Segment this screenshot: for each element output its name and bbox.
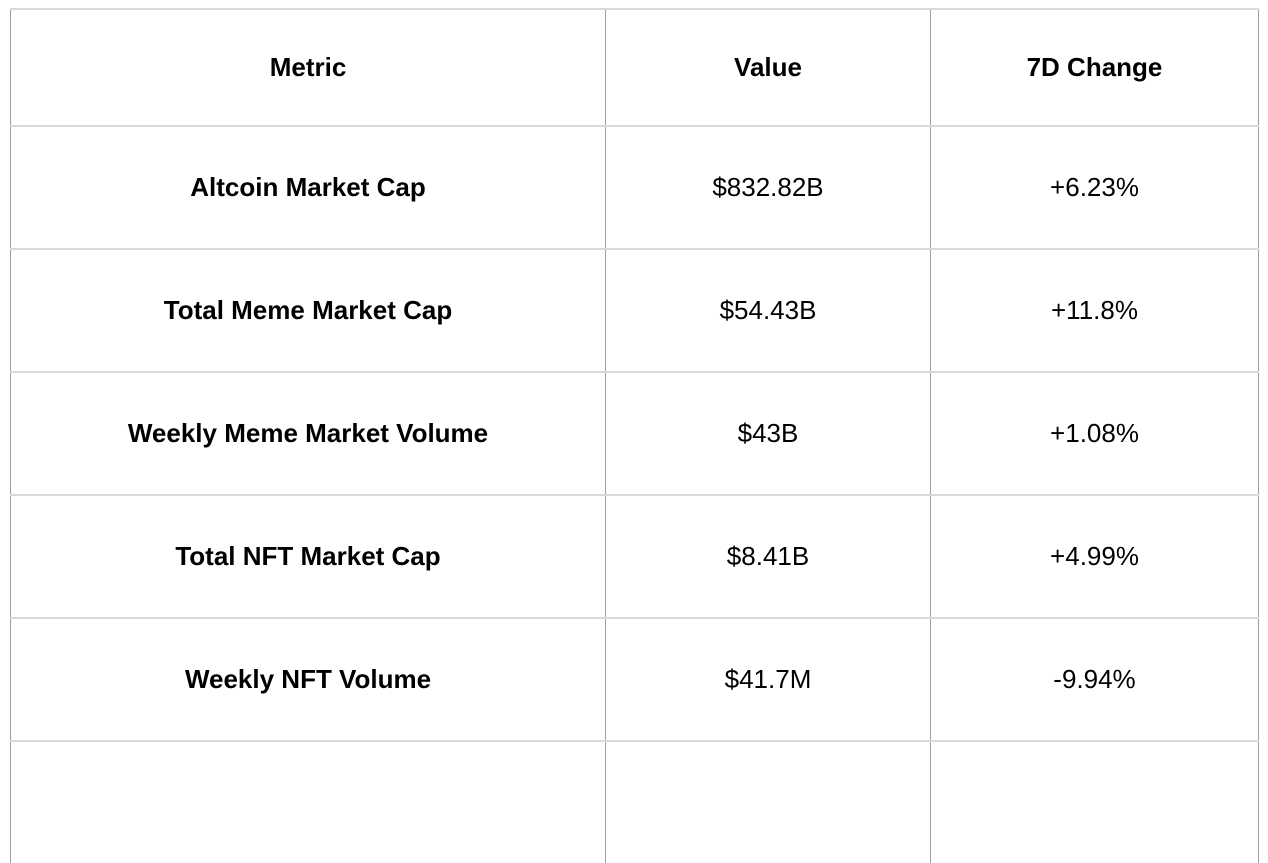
metric-cell: Total Meme Market Cap [10,248,606,373]
header-row: Metric Value 7D Change [10,8,1259,127]
column-header-value: Value [605,8,931,127]
metric-cell: Altcoin Market Cap [10,125,606,250]
metric-cell: Total NFT Market Cap [10,494,606,619]
column-header-metric: Metric [10,8,606,127]
change-cell: +4.99% [930,494,1259,619]
metric-cell: Weekly Meme Market Volume [10,371,606,496]
change-cell: +11.8% [930,248,1259,373]
table-body: Altcoin Market Cap $832.82B +6.23% Total… [10,125,1259,863]
value-cell [605,740,931,863]
change-cell: -9.94% [930,617,1259,742]
metrics-table-container: Metric Value 7D Change Altcoin Market Ca… [10,8,1259,863]
change-cell: +6.23% [930,125,1259,250]
table-row: Total Meme Market Cap $54.43B +11.8% [10,248,1259,373]
table-row: Weekly NFT Volume $41.7M -9.94% [10,617,1259,742]
table-row: Altcoin Market Cap $832.82B +6.23% [10,125,1259,250]
table-row: Weekly Meme Market Volume $43B +1.08% [10,371,1259,496]
metrics-table: Metric Value 7D Change Altcoin Market Ca… [10,8,1259,863]
value-cell: $8.41B [605,494,931,619]
value-cell: $54.43B [605,248,931,373]
change-cell [930,740,1259,863]
metric-cell: Weekly NFT Volume [10,617,606,742]
value-cell: $41.7M [605,617,931,742]
metric-cell [10,740,606,863]
column-header-7d-change: 7D Change [930,8,1259,127]
table-row: Total NFT Market Cap $8.41B +4.99% [10,494,1259,619]
change-cell: +1.08% [930,371,1259,496]
value-cell: $832.82B [605,125,931,250]
value-cell: $43B [605,371,931,496]
table-row-partial [10,740,1259,863]
table-header: Metric Value 7D Change [10,8,1259,127]
